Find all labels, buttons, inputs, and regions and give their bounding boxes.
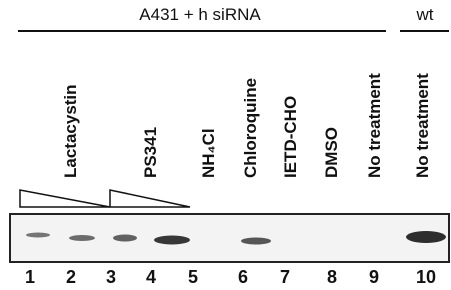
group-label: A431 + h siRNA [139, 5, 261, 24]
page: A431 + h siRNA wt Lactacystin PS341 NH₄C… [0, 0, 451, 290]
lane-number: 8 [327, 267, 337, 287]
dose-wedge [110, 190, 190, 207]
lane-number: 9 [369, 267, 379, 287]
treatment-label: Lactacystin [61, 84, 80, 178]
lane-number: 10 [416, 267, 436, 287]
band [113, 235, 137, 242]
band [26, 233, 50, 238]
treatment-label: NH₄Cl [199, 128, 218, 178]
treatment-label: Chloroquine [241, 78, 260, 178]
lane-number: 5 [188, 267, 198, 287]
dose-wedge [20, 190, 110, 207]
band [241, 238, 271, 245]
treatment-label: No treatment [365, 73, 384, 178]
lane-number: 2 [66, 267, 76, 287]
treatment-label: PS341 [141, 127, 160, 178]
lane-number: 1 [25, 267, 35, 287]
band [154, 236, 190, 245]
treatment-label: No treatment [413, 73, 432, 178]
blot-figure: A431 + h siRNA wt Lactacystin PS341 NH₄C… [0, 0, 451, 290]
lane-number: 3 [106, 267, 116, 287]
treatment-label: IETD-CHO [281, 96, 300, 178]
treatment-label: DMSO [322, 127, 341, 178]
lane-number: 7 [280, 267, 290, 287]
band [406, 231, 446, 243]
wt-label: wt [416, 5, 434, 24]
band [69, 235, 95, 241]
lane-number: 4 [146, 267, 156, 287]
lane-number: 6 [238, 267, 248, 287]
